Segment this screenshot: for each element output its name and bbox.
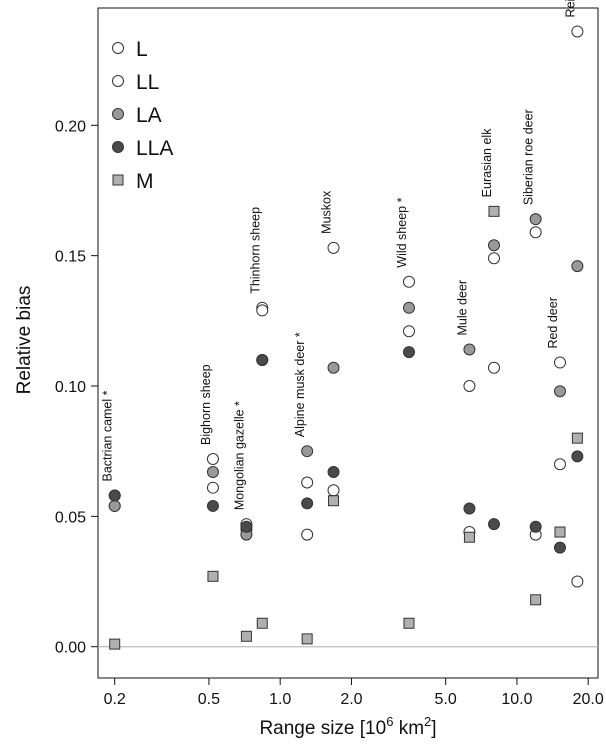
plot-frame bbox=[97, 7, 599, 679]
x-axis: 0.2 0.5 1.0 2.0 5.0 10.0 20.0 bbox=[104, 678, 604, 708]
point-ll bbox=[256, 304, 269, 317]
point-la bbox=[206, 466, 219, 479]
species-label: Eurasian elk bbox=[480, 128, 494, 198]
point-la bbox=[529, 213, 542, 226]
point-ll bbox=[206, 481, 219, 494]
legend-label: LLA bbox=[136, 137, 173, 160]
point-l bbox=[402, 275, 415, 288]
species-label: Bactrian camel * bbox=[101, 390, 115, 481]
point-lla bbox=[327, 466, 340, 479]
y-axis-title: Relative bias bbox=[14, 286, 35, 395]
legend-marker-ll bbox=[112, 75, 124, 87]
point-m bbox=[240, 630, 252, 642]
x-tick-label: 1.0 bbox=[269, 691, 291, 708]
species-label: Siberian roe deer bbox=[522, 109, 536, 205]
point-l bbox=[206, 453, 219, 466]
species-label: Alpine musk deer * bbox=[293, 332, 307, 437]
x-tick-label: 20.0 bbox=[573, 691, 604, 708]
data-points bbox=[108, 25, 584, 650]
point-ll bbox=[571, 575, 584, 588]
species-label: Bighorn sheep bbox=[199, 364, 213, 445]
species-label: Thinhorn sheep bbox=[248, 207, 262, 294]
point-la bbox=[487, 239, 500, 252]
point-la bbox=[463, 343, 476, 356]
legend-label: LA bbox=[136, 104, 162, 127]
point-ll bbox=[553, 458, 566, 471]
point-m bbox=[571, 432, 583, 444]
point-l bbox=[463, 380, 476, 393]
point-m bbox=[463, 531, 475, 543]
legend-label: M bbox=[136, 170, 154, 193]
x-tick-label: 0.5 bbox=[198, 691, 220, 708]
point-m bbox=[554, 526, 566, 538]
point-lla bbox=[529, 520, 542, 533]
point-lla bbox=[206, 499, 219, 512]
point-lla bbox=[553, 541, 566, 554]
point-lla bbox=[256, 353, 269, 366]
legend-marker-l bbox=[112, 42, 124, 54]
point-l bbox=[327, 241, 340, 254]
point-lla bbox=[301, 497, 314, 510]
point-m bbox=[109, 638, 121, 650]
point-l bbox=[301, 476, 314, 489]
x-tick-label: 5.0 bbox=[435, 691, 457, 708]
point-m bbox=[207, 570, 219, 582]
species-label: Muskox bbox=[320, 190, 334, 234]
y-tick-label: 0.05 bbox=[55, 509, 86, 526]
point-m bbox=[530, 594, 542, 606]
point-ll bbox=[402, 325, 415, 338]
x-axis-title: Range size [106 km2] bbox=[259, 714, 436, 739]
x-tick-label: 0.2 bbox=[104, 691, 126, 708]
species-label: Mongolian gazelle * bbox=[232, 401, 246, 510]
point-ll bbox=[301, 528, 314, 541]
point-la bbox=[327, 361, 340, 374]
point-l bbox=[529, 226, 542, 239]
point-m bbox=[488, 205, 500, 217]
point-lla bbox=[240, 520, 253, 533]
point-lla bbox=[108, 489, 121, 502]
y-tick-label: 0.15 bbox=[55, 249, 86, 266]
point-m bbox=[403, 617, 415, 629]
y-tick-label: 0.20 bbox=[55, 118, 86, 135]
point-la bbox=[108, 499, 121, 512]
x-tick-label: 2.0 bbox=[340, 691, 362, 708]
point-lla bbox=[463, 502, 476, 515]
point-ll bbox=[327, 484, 340, 497]
point-lla bbox=[402, 346, 415, 359]
legend-label: L bbox=[136, 38, 148, 61]
legend-label: LL bbox=[136, 71, 159, 94]
point-ll bbox=[487, 361, 500, 374]
species-label: Mule deer bbox=[455, 280, 469, 336]
species-label: Wild sheep * bbox=[395, 197, 409, 267]
point-la bbox=[402, 301, 415, 314]
point-la bbox=[301, 445, 314, 458]
point-m bbox=[328, 495, 340, 507]
species-labels: Bactrian camel * Bighorn sheep Mongolian g… bbox=[101, 0, 578, 510]
legend-marker-lla bbox=[112, 141, 124, 153]
point-la bbox=[571, 260, 584, 273]
point-l bbox=[571, 25, 584, 38]
point-m bbox=[256, 617, 268, 629]
point-l bbox=[487, 252, 500, 265]
point-m bbox=[301, 633, 313, 645]
legend-marker-m bbox=[112, 174, 124, 186]
point-la bbox=[553, 385, 566, 398]
point-l bbox=[553, 356, 566, 369]
species-label: Red deer bbox=[546, 297, 560, 348]
y-tick-label: 0.00 bbox=[55, 640, 86, 657]
legend-marker-la bbox=[112, 108, 124, 120]
x-tick-label: 10.0 bbox=[501, 691, 532, 708]
y-axis: 0.00 0.05 0.10 0.15 0.20 bbox=[55, 118, 98, 657]
point-lla bbox=[571, 450, 584, 463]
species-label: Reindeer bbox=[563, 0, 577, 17]
y-tick-label: 0.10 bbox=[55, 379, 86, 396]
point-lla bbox=[487, 518, 500, 531]
